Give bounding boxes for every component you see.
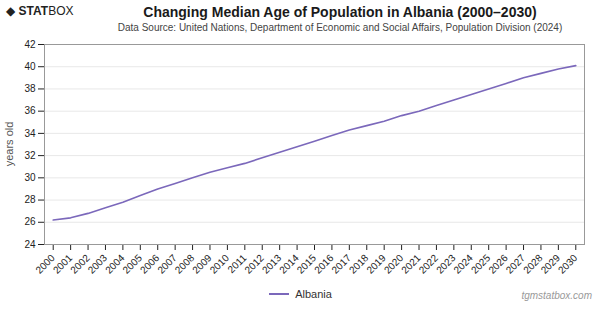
html-text:Data Source: United Nations, D: Data Source: United Nations, Department …: [117, 22, 563, 33]
svg-text:2029: 2029: [538, 252, 562, 276]
svg-text:2020: 2020: [381, 252, 406, 276]
svg-text:2001: 2001: [50, 252, 75, 276]
svg-text:2002: 2002: [68, 252, 92, 276]
svg-text:2030: 2030: [556, 252, 580, 276]
svg-text:2012: 2012: [242, 252, 266, 276]
svg-text:2027: 2027: [503, 252, 528, 276]
svg-text:42: 42: [24, 39, 36, 50]
svg-text:2007: 2007: [155, 252, 179, 276]
svg-text:2006: 2006: [137, 252, 162, 276]
svg-text:2019: 2019: [364, 252, 388, 276]
svg-text:2023: 2023: [434, 252, 458, 276]
svg-text:40: 40: [24, 61, 36, 72]
svg-text:2022: 2022: [416, 252, 441, 276]
svg-text:years old: years old: [3, 122, 15, 167]
svg-text:2017: 2017: [329, 252, 353, 276]
svg-text:2024: 2024: [451, 252, 475, 276]
html-text:Albania: Albania: [295, 288, 332, 300]
svg-text:26: 26: [24, 216, 36, 227]
svg-text:2011: 2011: [225, 252, 249, 276]
html-text:◆ STAT BOX: ◆ STAT BOX: [6, 4, 74, 18]
svg-text:30: 30: [24, 172, 36, 183]
svg-text:2000: 2000: [33, 252, 57, 276]
svg-text:2013: 2013: [259, 252, 284, 276]
svg-text:2016: 2016: [312, 252, 336, 276]
svg-text:28: 28: [24, 194, 36, 205]
html-text:tgmstatbox.com: tgmstatbox.com: [521, 290, 592, 301]
svg-text:2018: 2018: [346, 252, 371, 276]
html-text:Changing Median Age of Populat: Changing Median Age of Population in Alb…: [143, 4, 537, 20]
svg-text:2010: 2010: [207, 252, 232, 276]
svg-text:34: 34: [24, 128, 36, 139]
svg-text:2003: 2003: [85, 252, 110, 276]
svg-text:24: 24: [24, 239, 36, 250]
svg-text:36: 36: [24, 105, 36, 116]
svg-text:32: 32: [24, 150, 36, 161]
svg-text:2021: 2021: [399, 252, 423, 276]
svg-text:2008: 2008: [172, 252, 197, 276]
svg-text:38: 38: [24, 83, 36, 94]
svg-text:2026: 2026: [486, 252, 510, 276]
svg-text:2005: 2005: [120, 252, 144, 276]
svg-text:2014: 2014: [277, 252, 301, 276]
svg-text:2004: 2004: [103, 252, 127, 276]
svg-text:2025: 2025: [468, 252, 493, 276]
svg-text:2015: 2015: [294, 252, 319, 276]
svg-text:2028: 2028: [521, 252, 545, 276]
svg-text:2009: 2009: [190, 252, 214, 276]
